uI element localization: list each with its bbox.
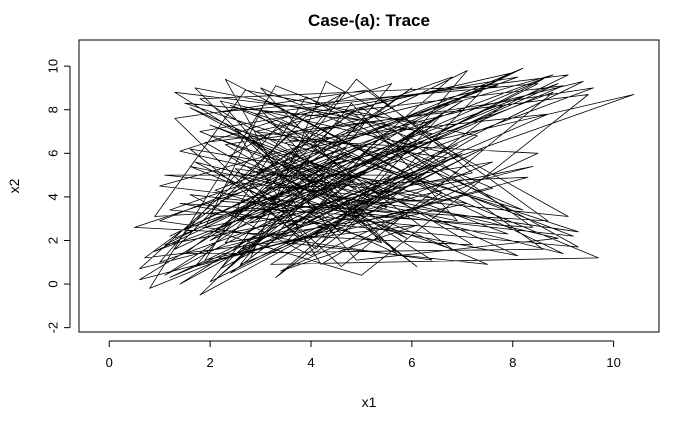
- y-axis: -2 0 2 4 6 8 10: [46, 59, 71, 334]
- y-axis-label: x2: [6, 178, 22, 193]
- chart-title: Case-(a): Trace: [308, 11, 430, 30]
- x-tick-label: 4: [307, 355, 314, 370]
- y-tick-label: 10: [46, 59, 61, 73]
- x-axis: 0 2 4 6 8 10: [106, 340, 621, 370]
- x-tick-label: 0: [106, 355, 113, 370]
- y-tick-label: -2: [46, 322, 61, 334]
- x-tick-label: 8: [509, 355, 516, 370]
- x-tick-label: 6: [408, 355, 415, 370]
- y-tick-label: 8: [46, 106, 61, 113]
- trace-line: [134, 67, 635, 296]
- y-tick-label: 2: [46, 237, 61, 244]
- y-tick-label: 6: [46, 150, 61, 157]
- x-axis-label: x1: [362, 394, 377, 410]
- plot-frame: [78, 39, 660, 333]
- y-tick-label: 0: [46, 280, 61, 287]
- plot-area: [134, 67, 635, 296]
- y-tick-label: 4: [46, 193, 61, 200]
- x-tick-label: 2: [207, 355, 214, 370]
- x-tick-label: 10: [606, 355, 620, 370]
